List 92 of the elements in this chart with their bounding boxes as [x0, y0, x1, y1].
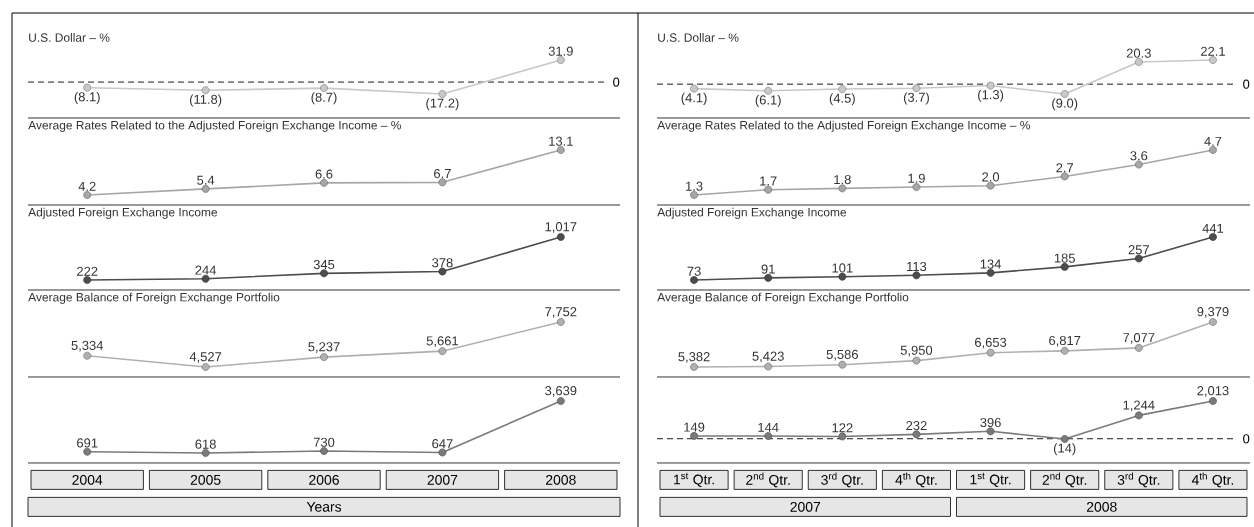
data-label: 7,752: [545, 307, 577, 318]
chart-title: Average Balance of Foreign Exchange Portfolio: [28, 292, 280, 304]
data-label: 257: [1128, 245, 1149, 255]
data-label: 5,661: [426, 336, 458, 347]
x-tick-label: 2008: [546, 474, 576, 485]
data-label: 134: [980, 259, 1001, 269]
data-label: 222: [77, 266, 98, 276]
x-tick-label: 4$^{th}$ Qtr.: [1191, 472, 1234, 488]
data-label: 345: [313, 259, 335, 270]
chart-title: Average Balance of Foreign Exchange Portfolio: [657, 292, 909, 304]
data-label: 2.7: [1056, 163, 1074, 173]
x-tick-label: 3$^{rd}$ Qtr.: [1117, 472, 1160, 488]
data-label: 5,950: [900, 345, 933, 357]
chart-title: U.S. Dollar – %: [29, 33, 110, 42]
x-tick-label: 4$^{th}$ Qtr.: [895, 472, 937, 488]
data-label: 6.6: [315, 169, 333, 179]
data-label: 5,334: [71, 340, 104, 352]
x-tick-label: 2$^{nd}$ Qtr.: [746, 472, 790, 488]
data-label: 6.7: [434, 168, 451, 179]
data-label: 5,237: [308, 342, 340, 353]
data-label: 1.9: [908, 173, 925, 183]
data-label: 7,077: [1123, 333, 1155, 344]
data-label: 73: [687, 266, 701, 276]
x-tick-label: 2004: [72, 474, 103, 485]
data-label: (14): [1053, 443, 1076, 456]
data-label: 3.6: [1130, 151, 1148, 161]
data-label: 3,639: [545, 386, 577, 397]
chart-title: Adjusted Foreign Exchange Income: [657, 207, 847, 219]
data-label: 618: [195, 439, 216, 449]
data-label: (4.1): [681, 92, 707, 105]
data-label: 378: [432, 258, 453, 268]
data-label: 5,423: [752, 351, 784, 363]
chart-title: Adjusted Foreign Exchange Income: [28, 207, 218, 219]
text: 2008: [1086, 501, 1117, 512]
data-label: 6,817: [1049, 335, 1081, 347]
data-label: (6.1): [755, 95, 781, 108]
data-label: 2.0: [982, 172, 1000, 182]
text: 2007: [790, 501, 821, 512]
chart-title: Average Rates Related to the Adjusted Foreign Exchange Income – %: [28, 120, 401, 132]
x-tick-label: 2$^{nd}$ Qtr.: [1042, 472, 1087, 488]
data-label: 4.2: [78, 181, 96, 191]
data-label: 1.3: [686, 181, 703, 191]
data-label: 22.1: [1201, 46, 1225, 56]
data-label: 5,382: [678, 352, 710, 363]
data-label: 5,586: [826, 349, 858, 361]
data-label: 1.7: [760, 176, 777, 186]
data-label: 20.3: [1126, 48, 1151, 58]
data-label: 1,017: [545, 222, 577, 233]
data-label: (11.8): [189, 94, 222, 107]
x-axis-title: Years: [306, 502, 342, 512]
data-label: 441: [1202, 223, 1224, 233]
data-label: (3.7): [903, 92, 929, 105]
data-label: 4.7: [1204, 136, 1222, 146]
data-label: 113: [907, 261, 927, 272]
data-label: 1.8: [834, 174, 851, 185]
data-label: (9.0): [1052, 98, 1078, 111]
data-label: 730: [313, 437, 335, 447]
data-label: 232: [906, 421, 927, 431]
chart-title: U.S. Dollar – %: [658, 33, 739, 42]
x-tick-label: 1$^{st}$ Qtr.: [970, 472, 1011, 487]
data-label: 13.1: [549, 136, 573, 146]
x-tick-label: 2006: [309, 474, 339, 485]
data-label: 691: [77, 438, 98, 448]
data-label: 9,379: [1197, 307, 1229, 318]
data-label: 149: [684, 422, 705, 432]
data-label: 5.4: [197, 175, 215, 185]
data-label: 2,013: [1197, 386, 1229, 397]
data-label: 91: [761, 264, 775, 274]
x-tick-label: 1$^{st}$ Qtr.: [674, 472, 714, 487]
data-label: 144: [758, 422, 779, 432]
ref-line-label: 0: [613, 77, 620, 87]
chart-title: Average Rates Related to the Adjusted Foreign Exchange Income – %: [657, 120, 1030, 132]
x-tick-label: 3$^{rd}$ Qtr.: [821, 472, 863, 488]
data-label: 4,527: [189, 352, 222, 363]
data-label: 1,244: [1123, 400, 1155, 412]
ref-line-label: 0: [1243, 79, 1250, 89]
data-label: 6,653: [975, 337, 1007, 349]
data-label: 122: [832, 423, 853, 433]
data-label: (8.7): [311, 92, 337, 105]
data-label: 396: [980, 417, 1001, 428]
data-label: 101: [832, 263, 853, 273]
data-label: 185: [1054, 253, 1075, 263]
x-tick-label: 2007: [427, 474, 458, 485]
data-label: 31.9: [548, 46, 573, 56]
data-label: (1.3): [978, 89, 1004, 102]
ref-line-label: 0: [1243, 434, 1250, 444]
x-tick-label: 2005: [190, 474, 221, 485]
data-label: 647: [432, 439, 453, 449]
data-label: (17.2): [426, 98, 459, 111]
data-label: 244: [195, 265, 217, 275]
data-label: (8.1): [74, 91, 100, 104]
data-label: (4.5): [829, 93, 855, 106]
